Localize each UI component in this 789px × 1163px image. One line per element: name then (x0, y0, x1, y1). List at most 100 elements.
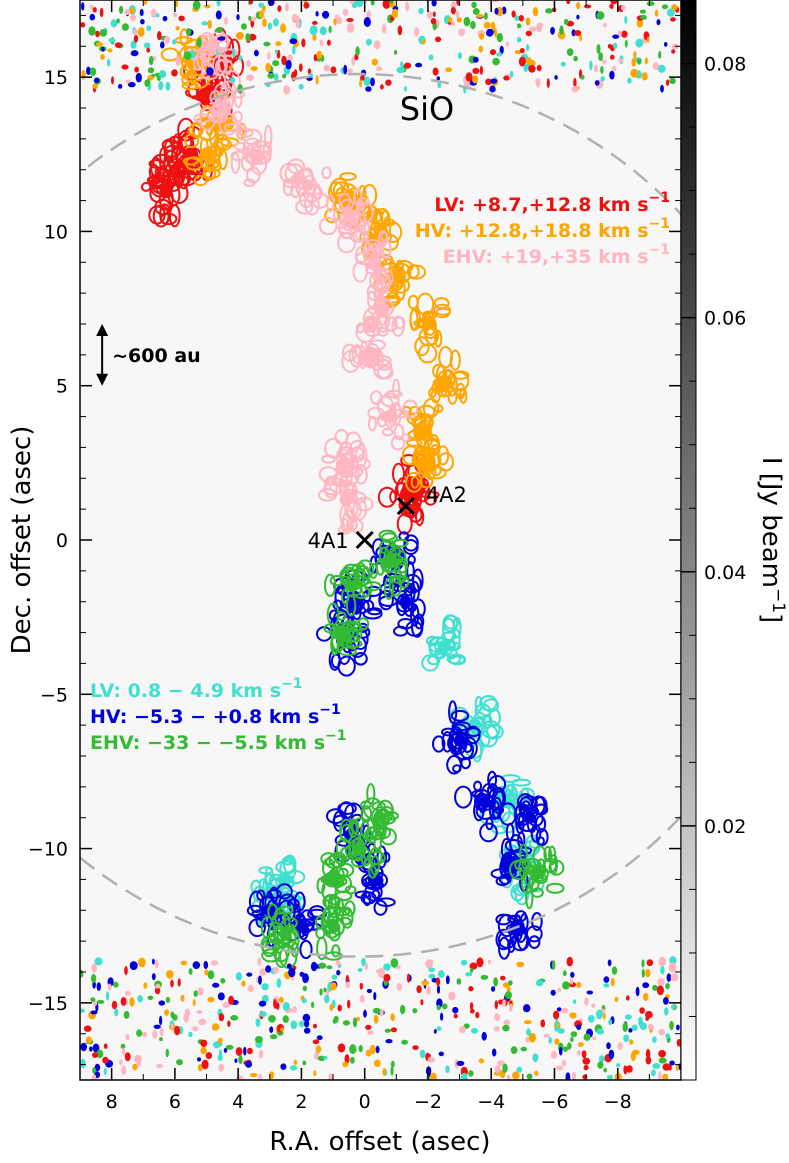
x-tick-label: −6 (540, 1091, 568, 1113)
noise-speckle (92, 1043, 100, 1053)
noise-speckle (201, 21, 209, 26)
noise-speckle (470, 20, 476, 30)
noise-speckle (248, 33, 257, 41)
noise-speckle (312, 1039, 320, 1045)
emission-blob-red-HV (191, 66, 210, 89)
noise-speckle (570, 1031, 578, 1038)
noise-speckle (572, 999, 577, 1004)
noise-speckle (211, 1023, 220, 1031)
noise-speckle (384, 1028, 392, 1033)
noise-speckle (612, 42, 618, 49)
noise-speckle (514, 15, 519, 21)
noise-speckle (432, 11, 436, 17)
noise-speckle (133, 34, 139, 43)
noise-speckle (456, 10, 460, 19)
emission-point-blue-EHV (532, 867, 545, 880)
noise-speckle (303, 2, 310, 9)
noise-speckle (192, 0, 201, 11)
emission-blob-red-HV (414, 336, 430, 357)
emission-blob-blue-EHV (388, 574, 403, 597)
noise-speckle (645, 968, 651, 978)
noise-speckle (265, 965, 272, 973)
noise-speckle (535, 979, 544, 987)
colorbar-tick-label: 0.04 (704, 562, 746, 584)
noise-speckle (123, 1010, 130, 1019)
emission-blob-blue-LV (442, 617, 456, 642)
noise-speckle (323, 987, 327, 993)
legend-entry-prefix: LV: (90, 680, 128, 702)
emission-blob-blue-HV (362, 608, 383, 620)
noise-speckle (159, 1015, 163, 1026)
noise-speckle (478, 45, 484, 53)
noise-speckle (192, 1026, 199, 1032)
emission-blob-red-EHV (263, 124, 273, 149)
emission-blob-red-EHV (333, 470, 353, 487)
noise-speckle (275, 41, 282, 47)
plot-area: 4A1 4A2 8 6 4 2 0 −2 −4 −6 −8 15 10 5 0 −5 −10 −15 (28, 0, 682, 1113)
noise-speckle (310, 961, 318, 972)
noise-speckle (318, 962, 327, 969)
noise-speckle (414, 27, 420, 37)
noise-speckle (120, 997, 127, 1006)
noise-speckle (335, 960, 341, 966)
emission-point-blue-EHV (327, 919, 340, 932)
noise-speckle (359, 982, 363, 990)
noise-speckle (553, 1010, 560, 1020)
emission-blob-blue-HV (365, 585, 382, 598)
noise-speckle (349, 1044, 357, 1055)
emission-blob-red-HV (433, 303, 452, 319)
noise-speckle (606, 1074, 613, 1080)
x-tick-label: 0 (359, 1091, 371, 1113)
noise-speckle (143, 0, 148, 5)
noise-speckle (364, 962, 368, 970)
x-tick-label: −4 (477, 1091, 505, 1113)
noise-speckle (197, 1064, 203, 1072)
noise-speckle (279, 996, 284, 1004)
noise-speckle (376, 969, 381, 974)
noise-speckle (267, 22, 273, 30)
noise-speckle (428, 973, 436, 979)
emission-point-blue-HV (453, 734, 466, 747)
noise-speckle (103, 1043, 108, 1049)
noise-speckle (616, 1063, 621, 1068)
noise-speckle (120, 1043, 126, 1049)
noise-speckle (600, 76, 605, 82)
emission-point-blue-EHV (336, 626, 349, 639)
emission-blob-red-EHV (385, 316, 398, 332)
noise-speckle (670, 17, 676, 22)
emission-blob-red-HV (368, 227, 377, 245)
legend-entry-range: −5.3 − +0.8 km s (134, 706, 319, 728)
emission-blob-blue-EHV (360, 805, 373, 823)
noise-speckle (259, 968, 267, 976)
noise-speckle (258, 10, 264, 19)
emission-blob-red-EHV (232, 110, 243, 123)
x-tick-label: 4 (232, 1091, 244, 1113)
noise-speckle (511, 10, 516, 18)
noise-speckle (136, 1029, 143, 1037)
emission-blob-red-EHV (213, 34, 229, 43)
noise-speckle (258, 2, 265, 8)
noise-speckle (554, 1027, 561, 1032)
noise-speckle (302, 985, 307, 992)
noise-speckle (436, 1004, 441, 1011)
noise-speckle (506, 1075, 511, 1080)
noise-speckle (385, 1039, 393, 1044)
noise-speckle (381, 23, 387, 34)
noise-speckle (192, 961, 201, 969)
emission-point-red-LV (159, 185, 172, 198)
legend-entry: LV: +8.7,+12.8 km s−1 (434, 190, 670, 216)
noise-speckle (154, 959, 159, 969)
noise-speckle (360, 75, 365, 81)
noise-speckle (479, 65, 483, 76)
emission-blob-blue-HV (525, 925, 543, 943)
noise-speckle (602, 1013, 606, 1020)
emission-blob-blue-EHV (344, 885, 357, 895)
noise-speckle (518, 56, 526, 67)
emission-point-red-EHV (342, 210, 355, 222)
noise-speckle (330, 982, 337, 991)
noise-speckle (188, 1031, 193, 1038)
noise-speckle (380, 84, 384, 90)
noise-speckle (110, 19, 118, 28)
emission-blob-red-EHV (355, 496, 374, 512)
noise-speckle (487, 959, 491, 965)
